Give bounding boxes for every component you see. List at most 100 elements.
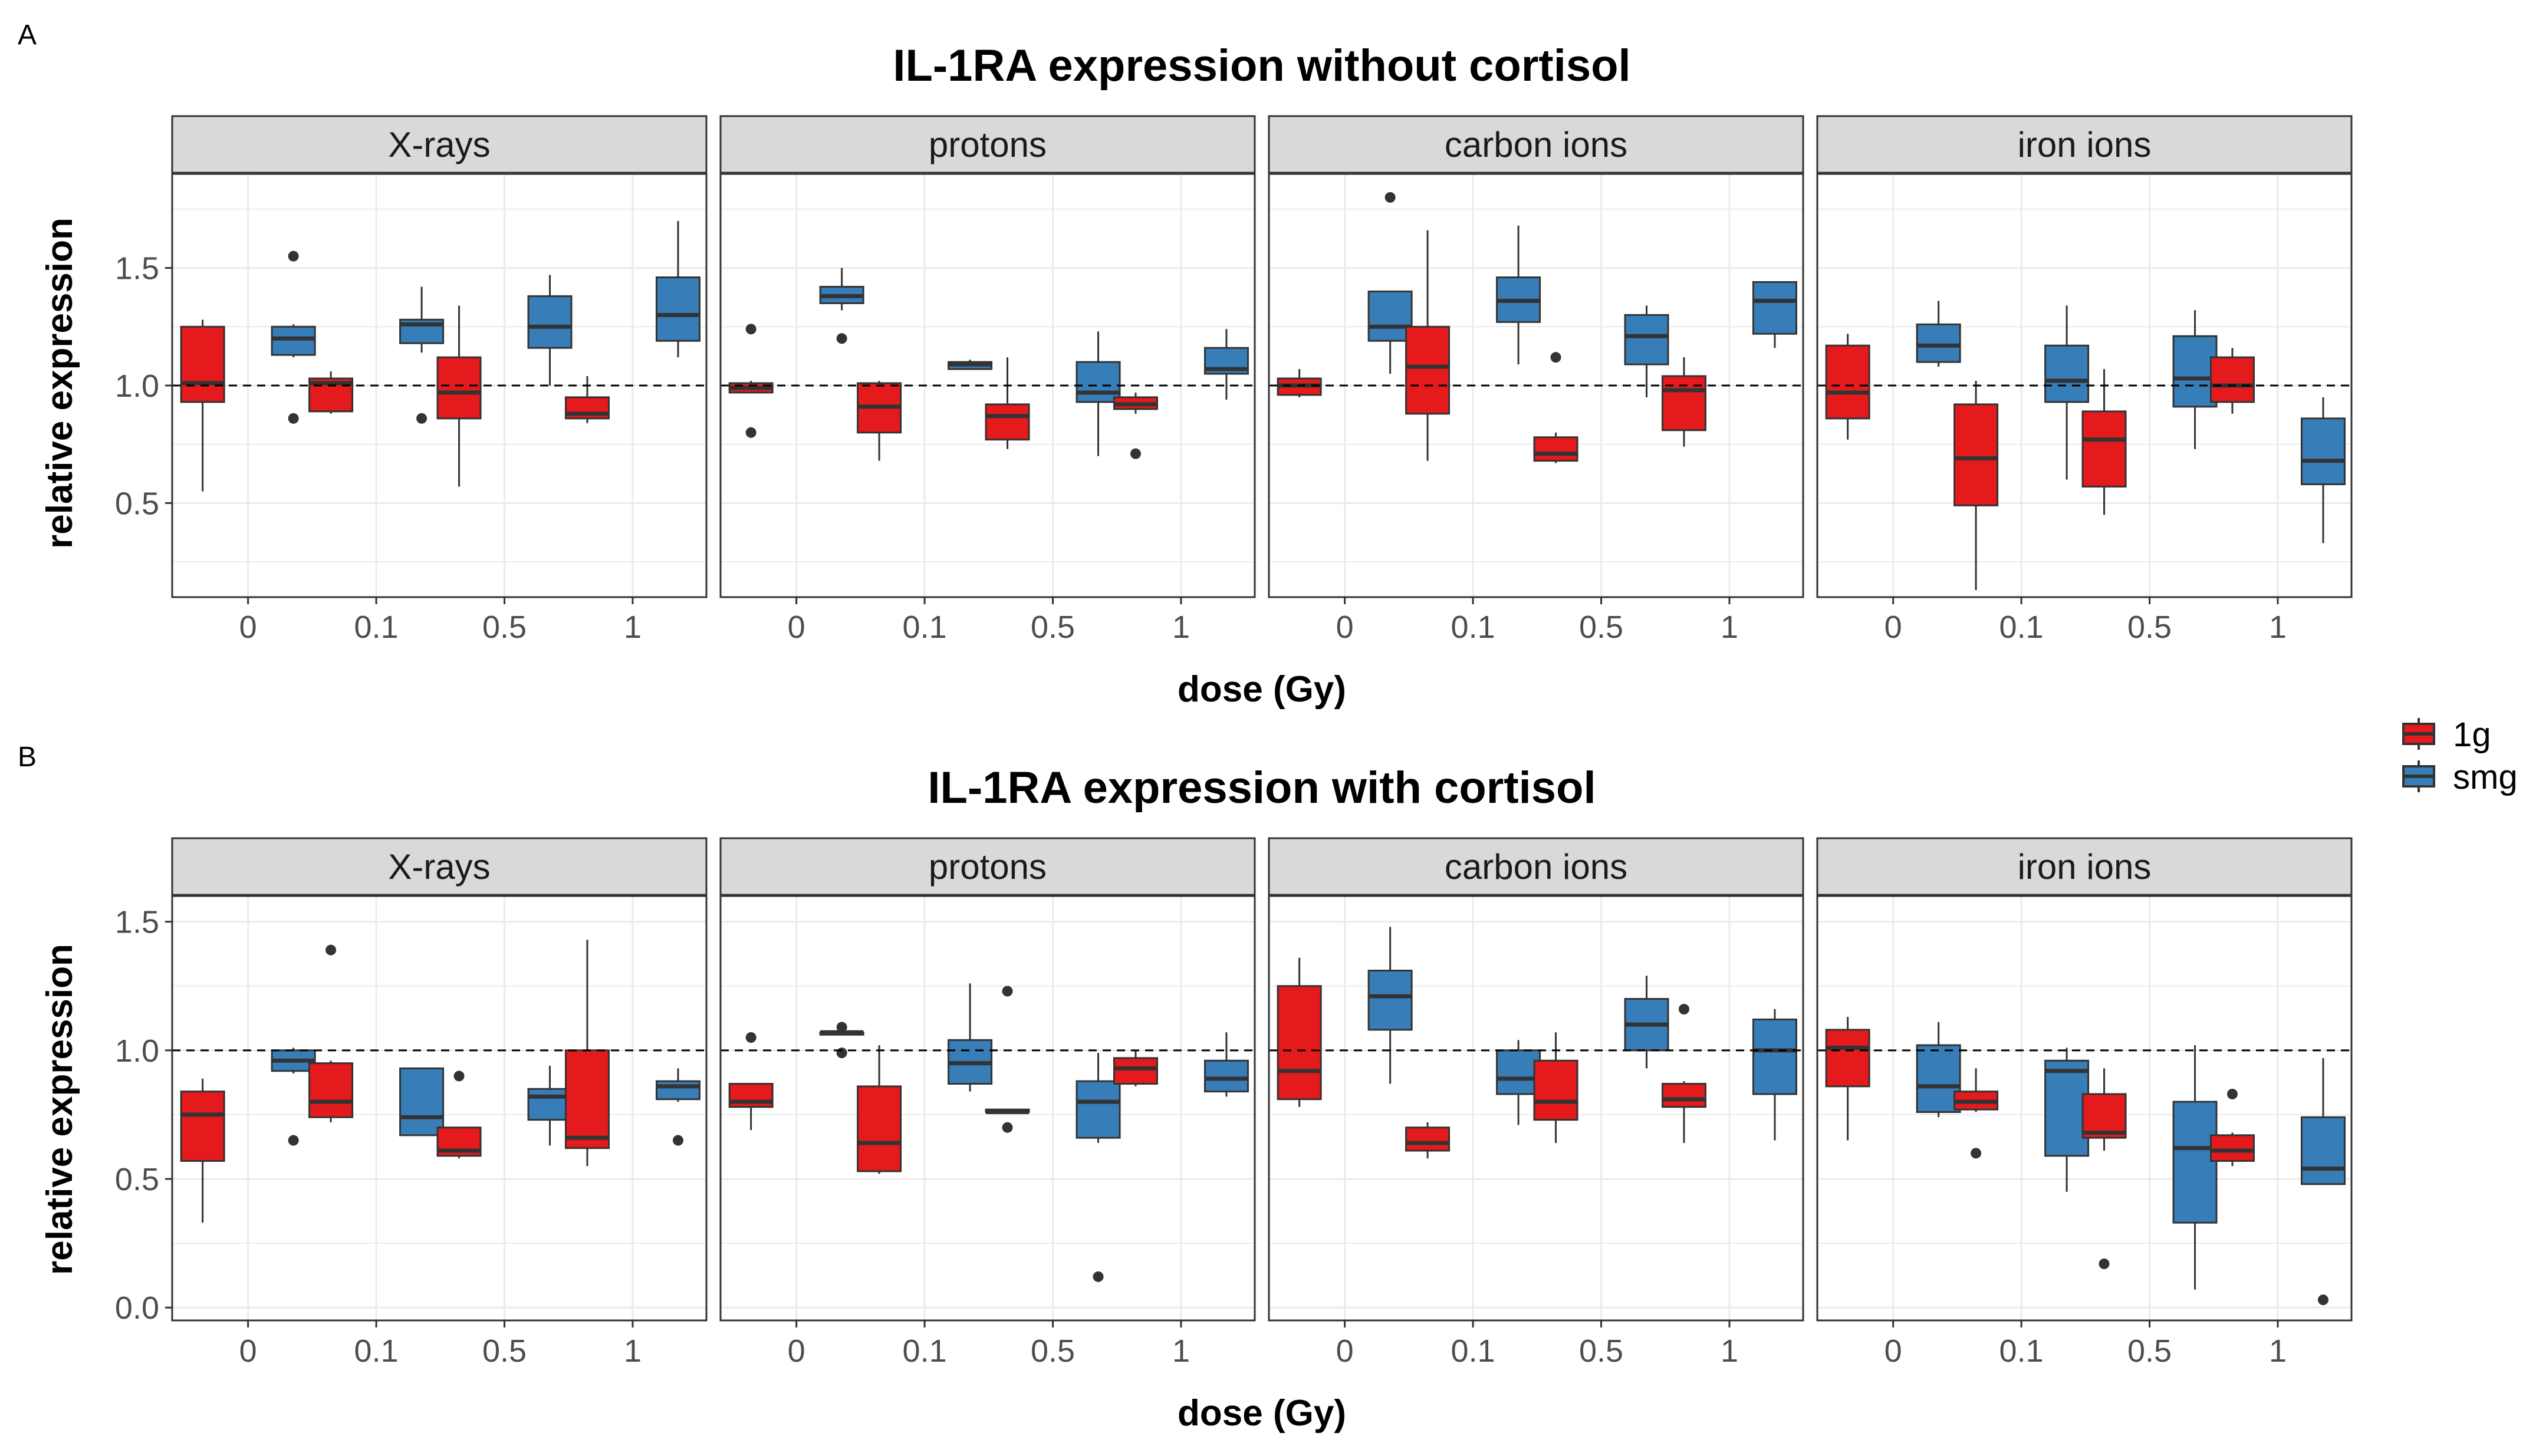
box-smg-dose-0 (271, 1047, 316, 1146)
box-smg-dose-0-1 (1496, 225, 1541, 365)
outlier-point (1550, 352, 1561, 363)
facet-strip-label: protons (929, 125, 1047, 164)
box-iqr (857, 1085, 902, 1172)
facet-border (171, 895, 708, 1322)
box-smg-dose-0-1 (1496, 1040, 1541, 1125)
x-tick-label: 0 (1336, 1333, 1354, 1369)
box-1g-dose-0 (728, 1032, 774, 1131)
box-1g-dose-1 (564, 376, 610, 423)
box-iqr (1916, 1044, 1961, 1114)
facet-a-carbon-ions: carbon ions 0 0.1 0.5 1 (1268, 115, 1804, 645)
box-iqr (2081, 1093, 2127, 1139)
box-iqr (2300, 1116, 2346, 1185)
box-iqr (180, 1091, 225, 1162)
x-tick-label: 0 (788, 1333, 805, 1369)
outlier-point (288, 251, 299, 262)
box-iqr (1953, 403, 1999, 506)
box-smg-dose-1 (1752, 281, 1797, 348)
box-smg-dose-0-1 (948, 983, 993, 1092)
outlier-point (2099, 1259, 2110, 1269)
box-iqr (1752, 1018, 1797, 1095)
legend-key-1g (2402, 718, 2435, 750)
box-1g-dose-0-1 (308, 371, 354, 414)
panel-a-x-axis-label: dose (Gy) (1178, 669, 1346, 710)
box-1g-dose-0-5 (2081, 369, 2127, 515)
box-iqr (1752, 281, 1797, 335)
box-iqr (1916, 323, 1961, 363)
box-smg-dose-0 (1367, 192, 1413, 374)
box-iqr (436, 356, 482, 420)
box-1g-dose-0 (180, 1078, 225, 1223)
outlier-point (836, 333, 847, 344)
box-smg-dose-0-1 (399, 286, 445, 424)
box-iqr (1367, 290, 1413, 342)
outlier-point (1971, 1148, 1982, 1159)
x-tick-label: 0.1 (1451, 610, 1495, 645)
outlier-point (836, 1047, 847, 1059)
outlier-point (836, 1022, 847, 1033)
panel-b-title: IL-1RA expression with cortisol (928, 763, 1596, 813)
box-1g-dose-0-5 (1533, 352, 1578, 463)
x-tick-label: 0.5 (1031, 1333, 1075, 1369)
x-tick-label: 0.5 (1579, 1333, 1623, 1369)
outlier-point (745, 324, 757, 335)
panel-b-y-axis-label: relative expression (40, 944, 80, 1275)
box-iqr (564, 1049, 610, 1149)
box-smg-dose-0 (1367, 927, 1413, 1084)
box-smg-dose-0-5 (1076, 1053, 1121, 1282)
box-iqr (1533, 1059, 1578, 1121)
facet-background (721, 896, 1255, 1320)
outlier-point (1002, 1122, 1013, 1133)
outlier-point (325, 944, 337, 956)
x-tick-label: 0.5 (1031, 610, 1075, 645)
box-iqr (1367, 970, 1413, 1031)
box-1g-dose-0-1 (1953, 381, 1999, 591)
panel-b-plot: 0.0 0.5 1.0 1.5 X-rays 0 0.1 0.5 1 protons 0 0.1 0.5… (115, 837, 2353, 1369)
box-smg-dose-1 (655, 220, 700, 358)
box-1g-dose-0 (180, 319, 225, 492)
outlier-point (416, 413, 427, 424)
box-smg-dose-0-1 (2044, 305, 2090, 480)
box-iqr (527, 295, 573, 349)
box-iqr (1113, 1057, 1158, 1085)
box-iqr (655, 276, 700, 342)
box-smg-dose-0-1 (2044, 1047, 2090, 1192)
facet-strip-label: iron ions (2018, 125, 2152, 164)
x-tick-label: 0.5 (1579, 610, 1623, 645)
x-tick-label: 1 (2269, 610, 2287, 645)
facet-strip (719, 115, 1256, 174)
facet-strip-label: carbon ions (1445, 847, 1627, 887)
box-smg-dose-1 (655, 1068, 700, 1146)
box-smg-dose-0 (1916, 301, 1961, 367)
x-tick-label: 0.1 (354, 610, 399, 645)
box-1g-dose-1 (564, 940, 610, 1167)
box-smg-dose-0-5 (527, 275, 573, 386)
outlier-point (1384, 192, 1396, 203)
panel-b-x-axis-label: dose (Gy) (1178, 1393, 1346, 1434)
x-tick-label: 0 (1884, 610, 1902, 645)
x-tick-label: 1 (1172, 610, 1190, 645)
facet-border (171, 173, 708, 598)
facet-border (1268, 895, 1804, 1322)
box-iqr (985, 403, 1030, 441)
outlier-point (2317, 1294, 2328, 1306)
legend: 1g smg (2402, 716, 2518, 796)
box-1g-dose-0-5 (985, 986, 1030, 1133)
box-iqr (2081, 410, 2127, 488)
y-tick-label: 0.0 (115, 1290, 159, 1326)
y-tick-label: 1.5 (115, 251, 159, 286)
box-1g-dose-0-5 (436, 305, 482, 487)
panel-b-label: B (18, 742, 37, 773)
facet-strip-label: iron ions (2018, 847, 2152, 887)
box-smg-dose-1 (1752, 1009, 1797, 1141)
y-tick-label: 1.0 (115, 368, 159, 404)
x-tick-label: 0.5 (2127, 610, 2172, 645)
box-1g-dose-0 (1825, 334, 1870, 440)
box-iqr (180, 325, 225, 403)
box-iqr (2209, 356, 2255, 403)
facet-border (1816, 895, 2353, 1322)
box-iqr (1076, 361, 1121, 403)
legend-key-smg (2402, 760, 2435, 792)
